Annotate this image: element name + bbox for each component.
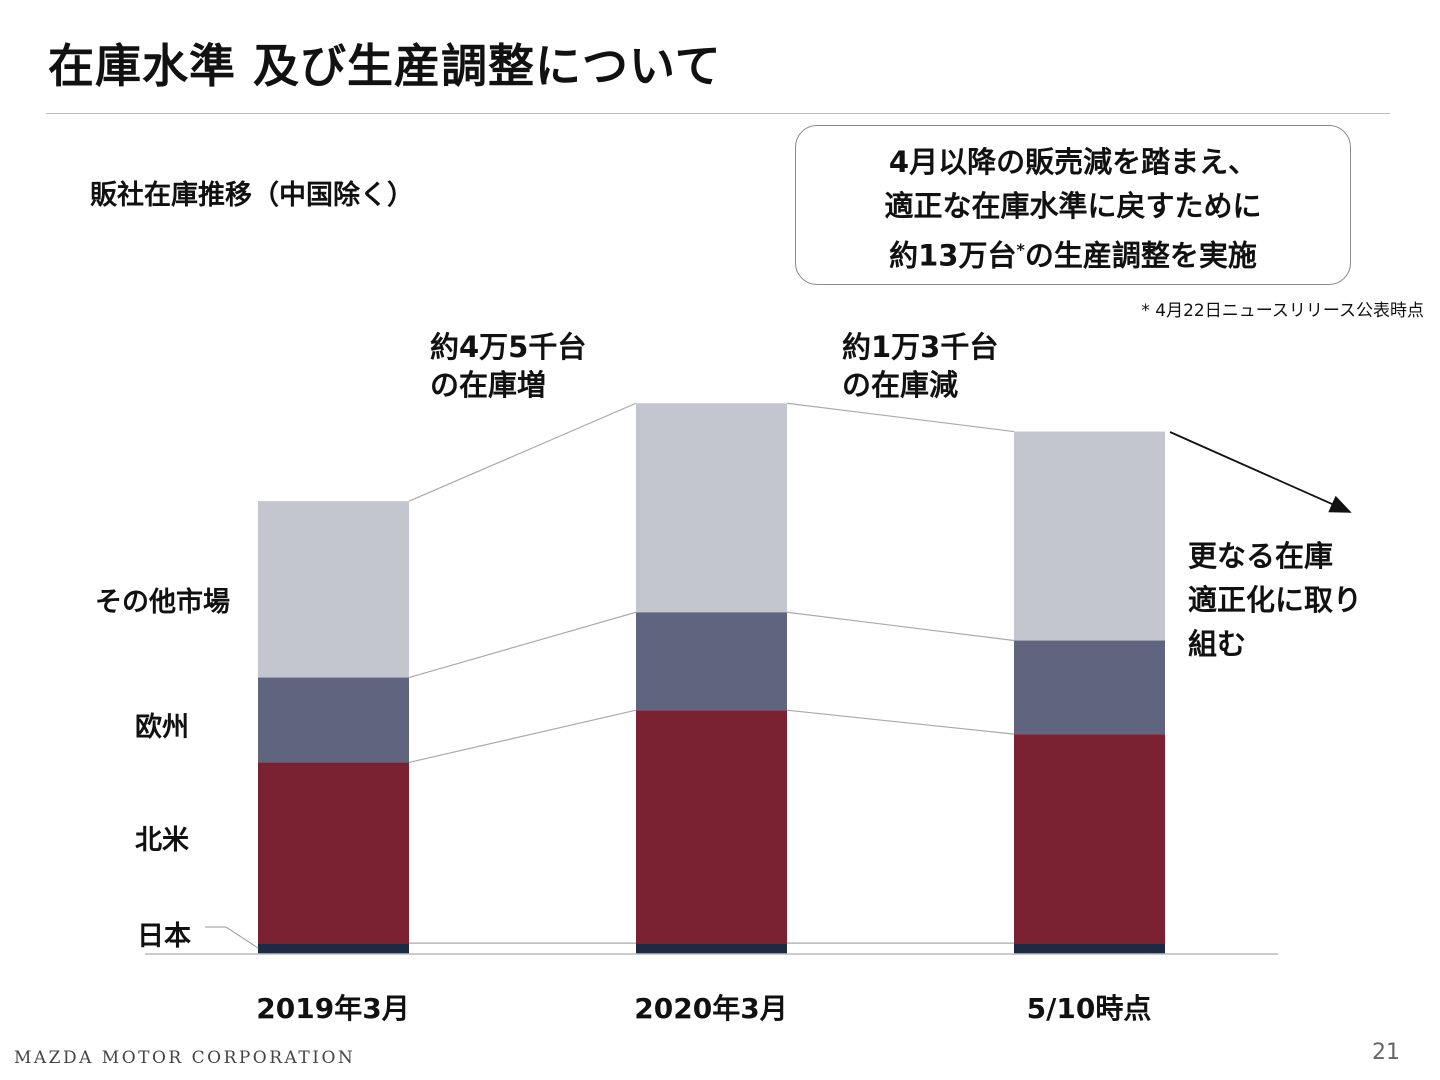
increase-line-2: の在庫増 (430, 368, 547, 402)
legend-north-america: 北米 (135, 825, 189, 856)
page-title: 在庫水準 及び生産調整について (48, 39, 722, 93)
bar-segment-0-2 (1014, 943, 1165, 954)
chart-subtitle: 販社在庫推移（中国除く） (90, 180, 414, 211)
connector-line-3-0 (408, 402, 637, 502)
legend-japan: 日本 (137, 921, 191, 952)
callout-box: 4月以降の販売減を踏まえ、 適正な在庫水準に戻すために 約13万台*の生産調整を… (795, 125, 1351, 285)
page-number: 21 (1372, 1040, 1400, 1065)
further-annotation: 更なる在庫 適正化に取り 組む (1188, 534, 1362, 666)
callout-line-1: 4月以降の販売減を踏まえ、 (888, 145, 1258, 179)
increase-annotation: 約4万5千台 の在庫増 (430, 328, 586, 404)
legend-europe: 欧州 (135, 712, 189, 743)
callout-asterisk: * (1016, 240, 1025, 259)
increase-line-1: 約4万5千台 (430, 330, 587, 364)
further-line-2: 適正化に取り (1188, 583, 1363, 617)
legend-other: その他市場 (95, 587, 230, 618)
connector-line-1-1 (786, 709, 1015, 735)
x-label-1: 2020年3月 (634, 992, 788, 1025)
decrease-line-1: 約1万3千台 (842, 330, 999, 364)
japan-leader-line (205, 926, 259, 949)
bar-segment-0-1 (636, 943, 787, 954)
x-label-0: 2019年3月 (256, 992, 410, 1025)
callout-line-2: 適正な在庫水準に戻すために (884, 189, 1262, 223)
decrease-annotation: 約1万3千台 の在庫減 (842, 328, 998, 404)
connector-line-2-1 (786, 611, 1015, 642)
title-divider (46, 113, 1390, 114)
bar-segment-3-2 (1014, 431, 1165, 641)
decrease-line-2: の在庫減 (842, 368, 959, 402)
further-line-1: 更なる在庫 (1188, 539, 1334, 573)
connector-line-2-0 (408, 611, 637, 679)
bar-segment-2-0 (258, 677, 409, 763)
connector-line-3-1 (786, 402, 1015, 433)
x-label-2: 5/10時点 (1026, 992, 1152, 1025)
callout-amount: 約13万台 (889, 238, 1017, 273)
callout-tail: の生産調整を実施 (1024, 238, 1257, 273)
bar-segment-1-0 (258, 762, 409, 944)
company-logo: MAZDA MOTOR CORPORATION (14, 1048, 356, 1068)
further-line-3: 組む (1188, 627, 1247, 661)
callout-line-3: 約13万台*の生産調整を実施 (796, 228, 1350, 278)
downward-arrow (1169, 431, 1352, 513)
bar-segment-2-2 (1014, 640, 1165, 735)
bar-segment-0-0 (258, 943, 409, 954)
bar-segment-3-0 (258, 501, 409, 678)
bar-segment-1-2 (1014, 734, 1165, 944)
bar-segment-3-1 (636, 403, 787, 613)
connector-line-1-0 (408, 709, 637, 764)
bar-segment-1-1 (636, 710, 787, 944)
bar-segment-2-1 (636, 612, 787, 711)
footnote: * 4月22日ニュースリリース公表時点 (1141, 301, 1424, 321)
